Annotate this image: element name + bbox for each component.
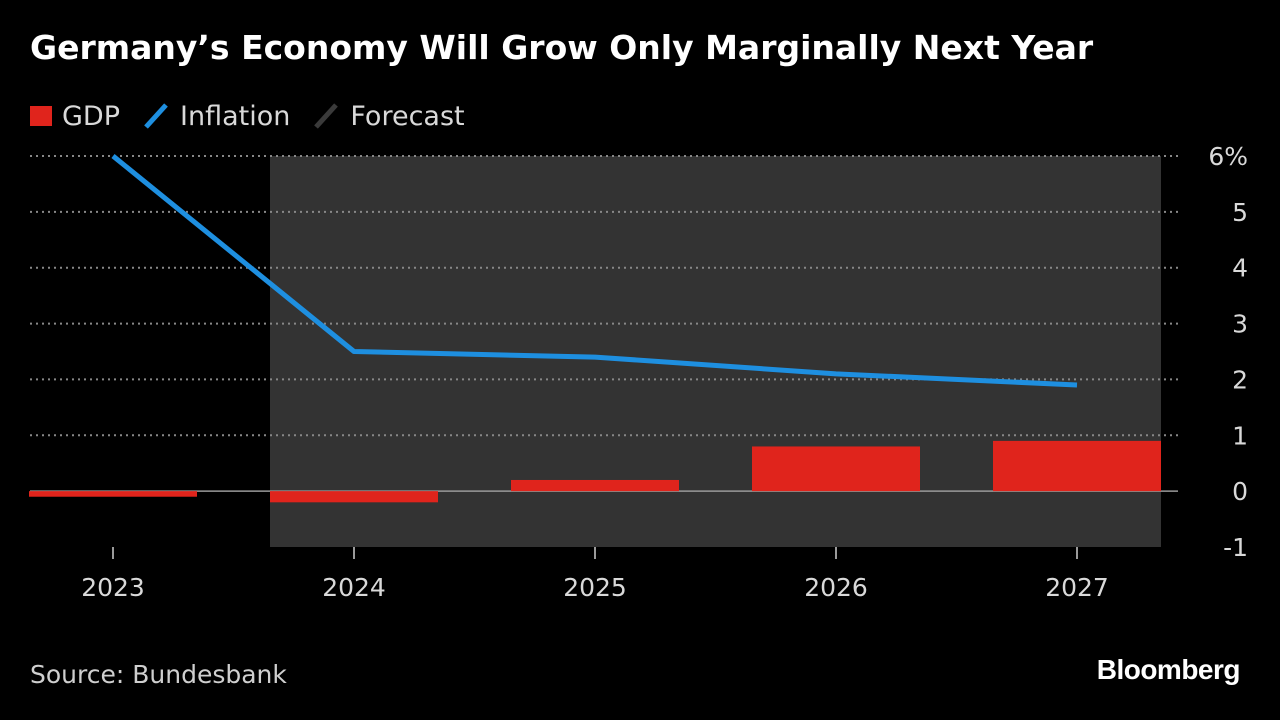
legend-item-forecast: Forecast [312, 100, 465, 132]
gdp-bar [511, 479, 679, 492]
x-tick-label: 2025 [563, 573, 627, 602]
legend-label-forecast: Forecast [350, 100, 465, 132]
x-tick-label: 2027 [1045, 573, 1109, 602]
y-tick-label: 4 [1232, 254, 1248, 283]
legend-swatch-gdp [30, 106, 52, 126]
y-tick-label: 3 [1232, 310, 1248, 339]
x-tick-label: 2024 [322, 573, 386, 602]
y-tick-label: -1 [1223, 533, 1248, 562]
gdp-bar [752, 446, 920, 492]
gdp-bar [270, 491, 438, 503]
source-note: Source: Bundesbank [30, 660, 287, 689]
y-tick-label: 0 [1232, 477, 1248, 506]
legend: GDP Inflation Forecast [30, 96, 487, 136]
y-tick-label: 6% [1208, 142, 1248, 171]
y-tick-label: 1 [1232, 421, 1248, 450]
legend-label-gdp: GDP [62, 100, 120, 132]
legend-item-gdp: GDP [30, 101, 120, 132]
legend-label-inflation: Inflation [180, 100, 291, 132]
gdp-bar [29, 491, 197, 497]
gdp-bar [993, 440, 1161, 492]
legend-swatch-inflation [144, 103, 168, 129]
legend-swatch-forecast [314, 103, 339, 129]
y-tick-label: 2 [1232, 365, 1248, 394]
x-tick-label: 2026 [804, 573, 868, 602]
legend-item-inflation: Inflation [142, 101, 290, 132]
chart-title: Germany’s Economy Will Grow Only Margina… [30, 28, 1094, 67]
y-tick-label: 5 [1232, 198, 1248, 227]
x-tick-label: 2023 [81, 573, 145, 602]
brand-logo: Bloomberg [1096, 654, 1241, 685]
